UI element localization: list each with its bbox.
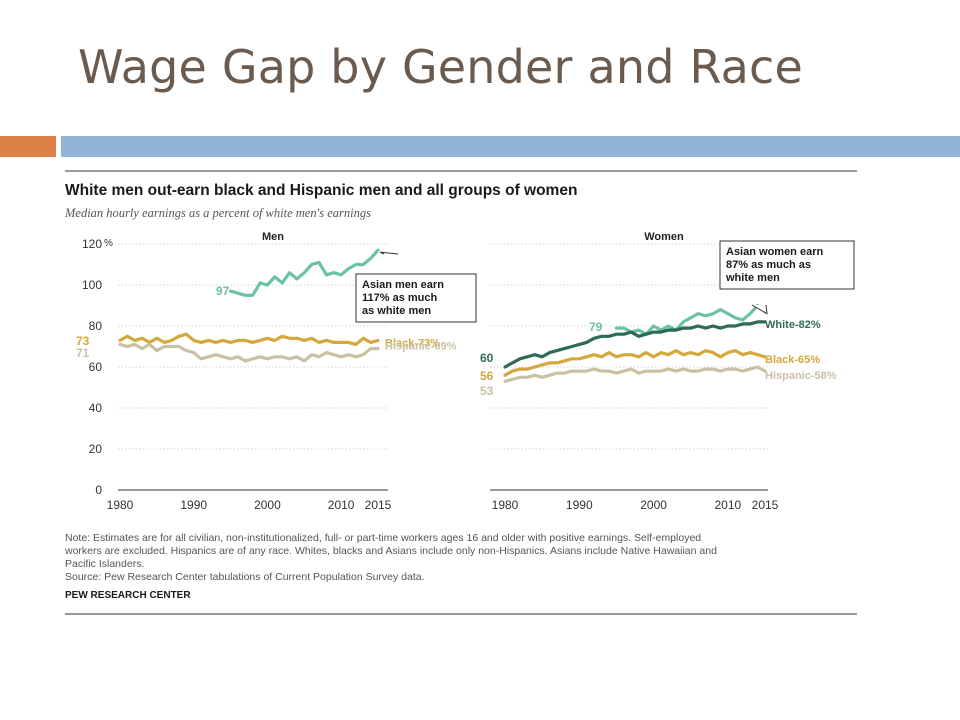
series-line-asian [229, 248, 380, 297]
source-line: Source: Pew Research Center tabulations … [65, 571, 425, 583]
annotation-text: 87% as much as [726, 259, 811, 271]
y-tick-label: 80 [89, 319, 103, 333]
slide-title: Wage Gap by Gender and Race [78, 40, 803, 94]
start-label-hispanic: 71 [76, 346, 90, 360]
start-label-black: 56 [480, 369, 494, 383]
end-label-black: Black-73% [385, 337, 440, 349]
note-line-1: Note: Estimates are for all civilian, no… [65, 532, 701, 544]
brand-label: PEW RESEARCH CENTER [65, 590, 191, 601]
annotation-text: as white men [362, 305, 431, 317]
end-label-hispanic: Hispanic-69% [385, 341, 457, 353]
figure-subtitle: Median hourly earnings as a percent of w… [64, 206, 371, 220]
women-panel: 1980 1990 2000 2010 2015 Women 79 60 White-82% 56… [480, 231, 855, 512]
end-label-black: Black-65% [765, 354, 820, 366]
end-label-white: White-82% [765, 319, 821, 331]
start-label-white: 60 [480, 351, 494, 365]
x-tick-label: 2010 [328, 498, 355, 512]
annotation-box [719, 240, 855, 290]
y-unit-label: % [104, 238, 113, 249]
series-line-hispanic [118, 342, 380, 363]
x-tick-label: 2015 [752, 498, 779, 512]
accent-bar [0, 136, 56, 157]
y-tick-label: 40 [89, 401, 103, 415]
annotation-text: Asian women earn [726, 246, 823, 258]
y-tick-label: 20 [89, 442, 103, 456]
x-tick-label: 2000 [640, 498, 667, 512]
end-label-hispanic: Hispanic-58% [765, 370, 837, 382]
x-tick-label: 1980 [107, 498, 134, 512]
panel-title: Men [262, 231, 284, 243]
figure-headline: White men out-earn black and Hispanic me… [65, 182, 577, 199]
start-label-hispanic: 53 [480, 384, 494, 398]
series-line-hispanic [503, 365, 767, 383]
x-tick-label: 2015 [365, 498, 392, 512]
title-rule-bar [61, 136, 960, 157]
annotation-text: Asian men earn [362, 279, 444, 291]
y-tick-label: 0 [95, 483, 102, 497]
start-label-asian: 97 [216, 284, 230, 298]
x-tick-label: 2000 [254, 498, 281, 512]
start-label-asian: 79 [589, 320, 603, 334]
series-line-asian [614, 303, 767, 336]
annotation-pointer [751, 304, 768, 315]
annotation-text: 117% as much [362, 292, 437, 304]
note-line-2: workers are excluded. Hispanics are of a… [64, 545, 717, 557]
annotation-pointer [379, 251, 399, 255]
start-label-black: 73 [76, 334, 90, 348]
series-line-white [503, 320, 767, 369]
x-tick-label: 1990 [566, 498, 593, 512]
annotation-text: white men [725, 272, 780, 284]
x-tick-label: 1990 [180, 498, 207, 512]
panel-title: Women [644, 231, 684, 243]
y-tick-label: 100 [82, 278, 102, 292]
annotation-box [355, 273, 477, 323]
x-tick-label: 1980 [492, 498, 519, 512]
men-panel: 0 20 40 60 80 100 120 % 1980 1990 2000 2010 2015 Men 9… [76, 231, 477, 512]
series-line-black [503, 349, 767, 377]
series-line-black [118, 332, 380, 346]
x-tick-label: 2010 [715, 498, 742, 512]
y-tick-label: 120 [82, 237, 102, 251]
figure-note: Note: Estimates are for all civilian, no… [64, 532, 717, 583]
note-line-3: Pacific Islanders. [65, 558, 144, 570]
y-tick-label: 60 [89, 360, 103, 374]
